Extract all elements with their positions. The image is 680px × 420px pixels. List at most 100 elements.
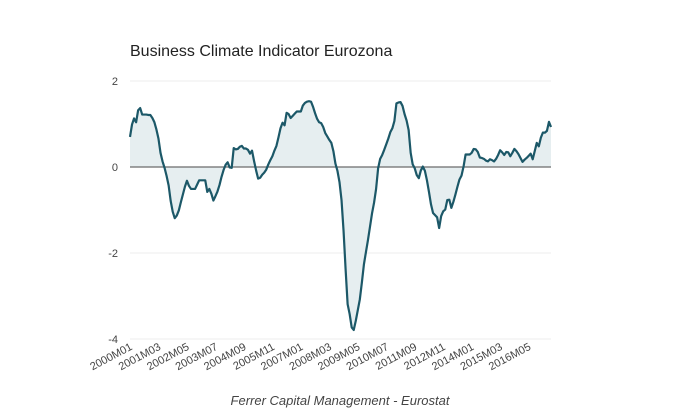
- data-point: [481, 157, 483, 159]
- data-point: [452, 201, 454, 203]
- data-point: [263, 172, 265, 174]
- data-point: [280, 127, 282, 129]
- data-point: [471, 152, 473, 154]
- data-point: [190, 188, 192, 190]
- data-point: [389, 131, 391, 133]
- data-point: [373, 202, 375, 204]
- data-point: [306, 101, 308, 103]
- data-point: [412, 163, 414, 165]
- data-point: [229, 166, 231, 168]
- data-point: [434, 214, 436, 216]
- data-point: [381, 154, 383, 156]
- data-point: [332, 150, 334, 152]
- data-point: [428, 191, 430, 193]
- data-point: [302, 105, 304, 107]
- data-point: [247, 149, 249, 151]
- data-point: [410, 152, 412, 154]
- data-point: [387, 138, 389, 140]
- data-point: [271, 155, 273, 157]
- data-point: [249, 153, 251, 155]
- data-point: [454, 194, 456, 196]
- data-point: [473, 148, 475, 150]
- data-point: [239, 146, 241, 148]
- data-point: [141, 114, 143, 116]
- data-point: [363, 264, 365, 266]
- data-point: [538, 145, 540, 147]
- data-point: [377, 167, 379, 169]
- data-point: [324, 132, 326, 134]
- data-point: [349, 313, 351, 315]
- data-point: [501, 151, 503, 153]
- data-point: [426, 179, 428, 181]
- data-point: [143, 114, 145, 116]
- data-point: [194, 188, 196, 190]
- data-point: [168, 184, 170, 186]
- data-point: [172, 211, 174, 213]
- data-point: [294, 113, 296, 115]
- data-point: [371, 212, 373, 214]
- data-points: [129, 100, 552, 331]
- data-point: [408, 129, 410, 131]
- data-point: [367, 239, 369, 241]
- data-point: [137, 109, 139, 111]
- data-point: [139, 107, 141, 109]
- data-point: [259, 177, 261, 179]
- data-point: [304, 102, 306, 104]
- data-point: [178, 209, 180, 211]
- data-point: [359, 298, 361, 300]
- data-point: [184, 186, 186, 188]
- data-point: [267, 163, 269, 165]
- data-point: [328, 139, 330, 141]
- data-point: [166, 175, 168, 177]
- data-point: [164, 167, 166, 169]
- data-point: [526, 157, 528, 159]
- data-point: [345, 268, 347, 270]
- data-point: [493, 160, 495, 162]
- data-point: [131, 123, 133, 125]
- data-point: [312, 106, 314, 108]
- data-point: [519, 157, 521, 159]
- data-point: [198, 179, 200, 181]
- data-point: [180, 201, 182, 203]
- data-point: [308, 100, 310, 102]
- data-point: [292, 115, 294, 117]
- data-point: [155, 129, 157, 131]
- data-point: [288, 113, 290, 115]
- data-point: [357, 309, 359, 311]
- data-point: [505, 151, 507, 153]
- data-point: [495, 158, 497, 160]
- data-point: [341, 199, 343, 201]
- data-point: [290, 117, 292, 119]
- data-point: [509, 155, 511, 157]
- data-point: [149, 114, 151, 116]
- data-point: [391, 127, 393, 129]
- data-point: [160, 152, 162, 154]
- data-point: [218, 184, 220, 186]
- data-point: [430, 203, 432, 205]
- data-point: [467, 154, 469, 156]
- data-point: [251, 150, 253, 152]
- data-point: [406, 120, 408, 122]
- series-line: [128, 100, 553, 332]
- grid-lines: [130, 80, 551, 340]
- data-point: [204, 179, 206, 181]
- data-point: [503, 154, 505, 156]
- data-point: [491, 159, 493, 161]
- data-point: [404, 113, 406, 115]
- data-point: [511, 152, 513, 154]
- y-tick-label: -4: [108, 334, 118, 346]
- data-point: [450, 207, 452, 209]
- data-point: [436, 216, 438, 218]
- data-point: [277, 136, 279, 138]
- data-point: [540, 137, 542, 139]
- y-tick-label: -2: [108, 248, 118, 260]
- data-point: [157, 138, 159, 140]
- data-point: [176, 215, 178, 217]
- data-point: [343, 230, 345, 232]
- data-point: [517, 153, 519, 155]
- data-point: [513, 148, 515, 150]
- data-point: [448, 199, 450, 201]
- data-point: [170, 200, 172, 202]
- data-point: [265, 169, 267, 171]
- data-point: [347, 303, 349, 305]
